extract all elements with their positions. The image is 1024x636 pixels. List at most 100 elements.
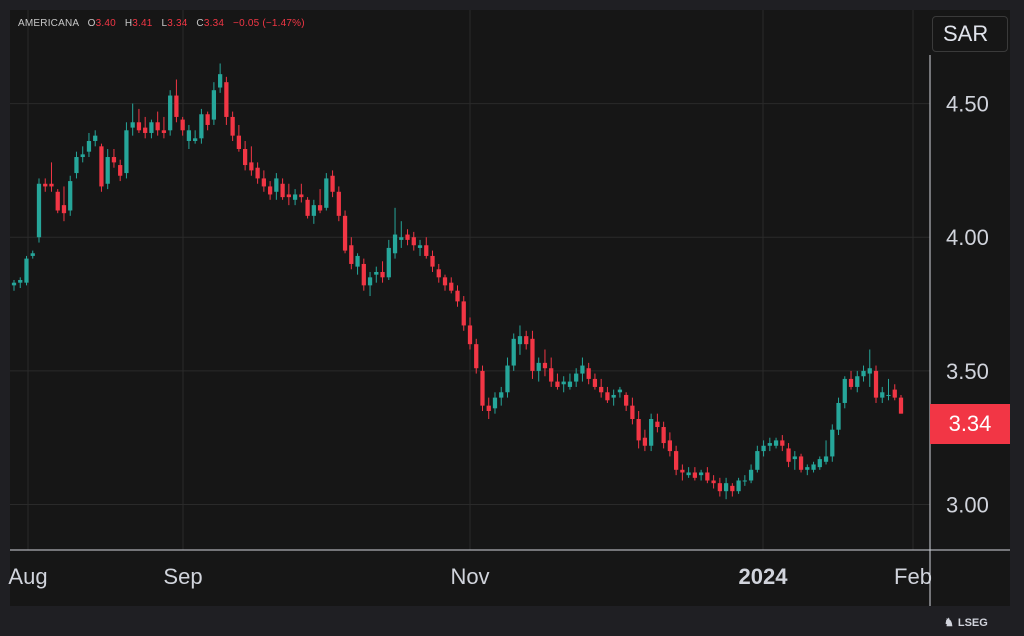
candle-body [267,186,273,195]
candle-body [486,405,491,411]
candle-body [717,483,722,492]
candle-body [205,114,210,125]
candle-body [536,362,541,371]
candle-body [848,378,854,387]
candle-body [180,119,185,131]
candle-body [742,480,747,482]
change-value: −0.05 (−1.47%) [233,18,305,29]
candle-body [830,429,835,457]
candle-body [174,95,179,117]
lseg-logo-text: LSEG [957,617,988,629]
candle-body [748,469,754,481]
candle-body [811,464,816,470]
candle-body [836,402,841,430]
x-tick-label: Aug [8,564,47,589]
candle-body [442,277,448,286]
candle-body [30,253,35,256]
high-value: 3.41 [132,18,153,29]
candle-body [230,116,235,136]
candle-body [492,397,498,409]
candles [11,63,904,500]
candle-body [199,114,204,139]
candle-body [93,135,98,141]
candle-body [317,205,323,211]
candle-body [105,157,110,184]
candle-body [555,381,560,387]
high-label: H [124,18,133,29]
candle-body [11,282,17,286]
open-label: O [87,18,96,29]
candle-body [767,443,772,446]
candle-body [392,234,398,254]
candle-body [823,456,829,462]
candle-body [261,178,266,187]
candle-body [511,338,516,366]
candle-body [143,127,148,133]
candle-body [161,130,167,133]
candle-body [586,368,591,379]
candle-body [542,362,548,369]
candle-body [224,82,229,117]
candle-body [705,472,710,481]
candle-body [524,336,529,345]
candle-body [886,394,891,396]
candle-body [574,373,579,382]
candle-body [380,271,385,278]
candle-body [149,122,154,133]
candle-body [599,386,604,393]
candle-body [467,325,473,345]
candle-body [36,183,42,238]
candle-body [218,74,223,88]
currency-button[interactable]: SAR [932,16,1008,52]
candle-body [642,437,648,446]
candle-body [436,269,441,278]
candle-body [736,480,741,492]
candle-body [249,162,254,171]
candle-body [43,183,48,187]
candle-body [761,445,766,452]
candle-body [580,365,585,374]
y-tick-label: 4.00 [946,225,989,250]
candle-body [698,472,704,476]
lseg-logo: ♞ LSEG [944,616,988,629]
grid-lines [10,10,930,550]
candle-body [842,378,847,403]
candle-body [255,167,260,179]
candle-body [55,191,60,211]
candle-body [480,370,485,406]
candle-body [405,234,410,240]
candle-body [530,338,535,371]
candle-body [892,389,897,398]
candle-body [792,456,797,460]
candle-body [355,255,360,267]
candle-body [880,392,885,398]
candle-body [455,290,460,302]
close-label: C [196,18,204,29]
candle-body [424,245,429,256]
candle-body [349,245,354,264]
candle-body [855,376,860,387]
y-tick-label: 3.50 [946,359,989,384]
candle-body [474,344,479,369]
candle-body [330,175,335,192]
candle-body [324,178,329,208]
candle-body [798,456,804,470]
x-tick-label: Nov [450,564,489,589]
candle-body [168,95,173,131]
candle-body [211,90,217,120]
symbol-label: AMERICANA [18,18,79,29]
candle-body [505,365,510,393]
lseg-logo-icon: ♞ [944,617,954,629]
candle-body [817,459,822,468]
low-label: L [161,18,168,29]
candle-body [336,191,341,216]
candle-body [686,472,691,476]
close-value: 3.34 [203,18,225,29]
candle-body [292,194,298,200]
candle-body [124,130,129,174]
open-value: 3.40 [95,18,116,29]
candle-body [692,472,697,478]
y-tick-label: 3.00 [946,493,989,518]
candle-body [630,405,635,420]
